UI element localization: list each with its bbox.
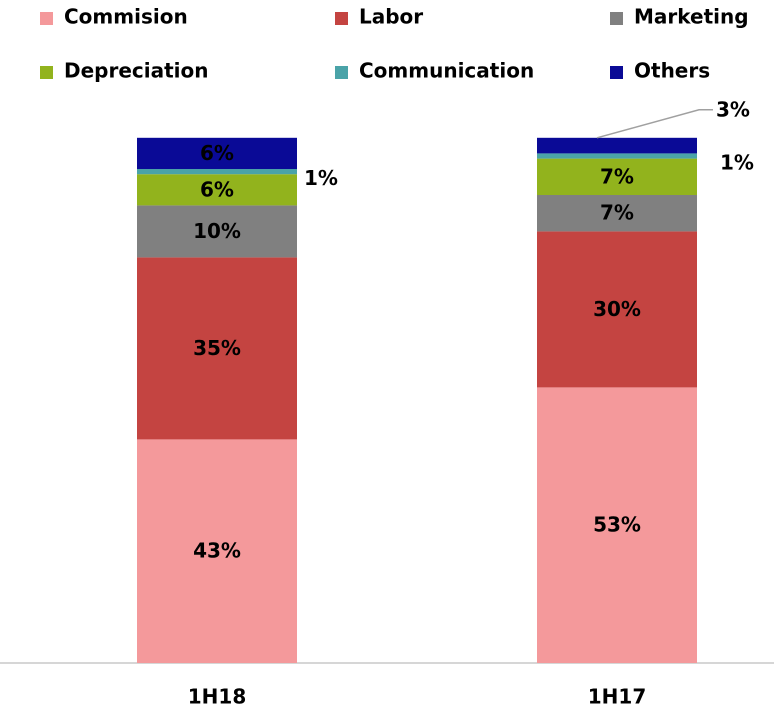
data-label: 7% [600, 201, 634, 225]
bar-segment [137, 137, 297, 169]
data-label: 6% [200, 177, 234, 201]
legend-swatch [40, 12, 53, 25]
legend-swatch [335, 12, 348, 25]
legend-label: Labor [359, 5, 423, 29]
bar-segment [537, 153, 697, 159]
x-tick-label: 1H18 [188, 685, 247, 709]
bar-segment [537, 137, 697, 154]
bar-segment [537, 195, 697, 232]
legend-label: Commision [64, 5, 188, 29]
bar-segment [137, 169, 297, 175]
data-label: 43% [193, 539, 241, 563]
data-label: 1% [720, 151, 754, 175]
data-label: 1% [304, 166, 338, 190]
bar-segment [137, 257, 297, 440]
legend-label: Depreciation [64, 59, 209, 83]
bar-segment [137, 174, 297, 206]
data-label: 35% [193, 336, 241, 360]
legend-label: Others [634, 59, 710, 83]
bar-segment [137, 205, 297, 258]
legend-swatch [610, 12, 623, 25]
data-label: 6% [200, 141, 234, 165]
data-label: 3% [716, 97, 750, 121]
legend-swatch [40, 66, 53, 79]
data-label: 10% [193, 219, 241, 243]
legend-swatch [335, 66, 348, 79]
bar-segment [137, 439, 297, 663]
x-tick-label: 1H17 [588, 685, 647, 709]
data-label: 7% [600, 164, 634, 188]
data-label: 53% [593, 513, 641, 537]
legend-label: Marketing [634, 5, 749, 29]
data-label: 30% [593, 297, 641, 321]
legend-swatch [610, 66, 623, 79]
bar-segment [537, 387, 697, 663]
bar-segment [537, 158, 697, 195]
bar-segment [537, 231, 697, 388]
leader-line [596, 109, 713, 139]
legend-label: Communication [359, 59, 534, 83]
